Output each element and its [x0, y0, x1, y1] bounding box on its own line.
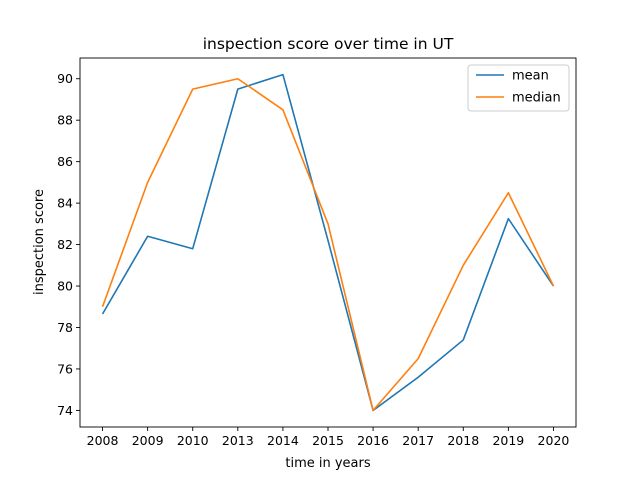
x-tick-label: 2017 — [402, 433, 434, 448]
y-tick-label: 86 — [57, 154, 73, 169]
legend-label-median: median — [512, 91, 561, 106]
plot-area: 2008 2009 2010 2013 2014 2015 2016 2017 2018 2019… — [57, 57, 577, 448]
x-tick-label: 2018 — [447, 433, 479, 448]
legend-box — [467, 64, 570, 112]
y-tick-label: 78 — [57, 320, 73, 335]
series-line-mean — [101, 73, 555, 412]
x-tick-label: 2016 — [357, 433, 389, 448]
x-tick-label: 2019 — [492, 433, 524, 448]
series-line-median — [101, 77, 555, 412]
x-axis-label: time in years — [285, 456, 370, 471]
y-tick-label: 76 — [57, 361, 73, 376]
y-axis-label: inspection score — [32, 189, 47, 295]
y-tick-label: 82 — [57, 237, 73, 252]
y-tick-label: 88 — [57, 113, 73, 128]
x-tick-label: 2008 — [87, 433, 119, 448]
x-tick-label: 2020 — [538, 433, 570, 448]
x-tick-label: 2015 — [312, 433, 344, 448]
y-tick-label: 90 — [57, 71, 73, 86]
y-tick-label: 74 — [57, 403, 73, 418]
x-tick-label: 2013 — [222, 433, 254, 448]
legend-label-mean: mean — [512, 69, 549, 84]
y-tick-label: 84 — [57, 196, 73, 211]
y-tick-label: 80 — [57, 279, 73, 294]
chart-title: inspection score over time in UT — [203, 35, 454, 53]
x-tick-label: 2010 — [177, 433, 209, 448]
x-tick-label: 2009 — [132, 433, 164, 448]
x-tick-label: 2014 — [267, 433, 299, 448]
